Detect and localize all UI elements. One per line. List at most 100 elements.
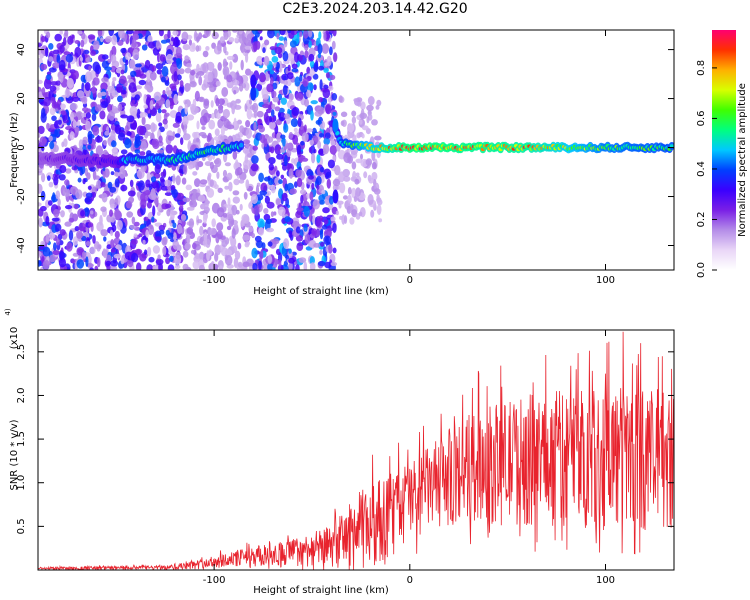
- colorbar-tick-label: 0.4: [696, 161, 707, 177]
- heatmap-cell: [45, 215, 50, 226]
- heatmap-cell: [311, 228, 317, 236]
- heatmap-cell: [136, 168, 145, 179]
- heatmap-cell: [228, 37, 235, 43]
- heatmap-cell: [48, 232, 56, 240]
- heatmap-cell: [40, 240, 46, 246]
- heatmap-cell: [319, 166, 325, 173]
- plot2-xtick-label: 0: [407, 575, 413, 586]
- heatmap-cell: [166, 90, 173, 95]
- heatmap-cell: [198, 264, 205, 270]
- heatmap-cell: [96, 257, 101, 268]
- heatmap-cell: [283, 238, 290, 250]
- heatmap-cell: [192, 242, 197, 250]
- heatmap-cell: [100, 91, 107, 97]
- heatmap-cell: [233, 90, 237, 95]
- heatmap-cell: [308, 147, 312, 153]
- heatmap-cell: [273, 211, 277, 216]
- heatmap-cell: [125, 201, 133, 209]
- heatmap-cell: [216, 171, 220, 179]
- heatmap-cell: [51, 115, 57, 122]
- heatmap-cell: [295, 235, 303, 242]
- heatmap-cell: [182, 250, 189, 258]
- heatmap-cell: [85, 192, 93, 198]
- heatmap-cell: [295, 169, 302, 178]
- heatmap-cell: [249, 99, 252, 105]
- heatmap-cell: [188, 164, 194, 170]
- heatmap-cell: [224, 254, 233, 266]
- heatmap-cell: [258, 227, 265, 236]
- heatmap-cell: [143, 216, 149, 222]
- heatmap-cell: [321, 189, 326, 195]
- heatmap-cell: [100, 37, 104, 43]
- heatmap-cell: [202, 212, 208, 224]
- heatmap-cell: [296, 242, 304, 251]
- heatmap-cell: [209, 179, 214, 187]
- heatmap-cell: [322, 207, 330, 214]
- heatmap-cell: [38, 183, 43, 194]
- heatmap-cell: [158, 262, 163, 270]
- heatmap-cell: [86, 172, 91, 180]
- heatmap-cell: [243, 159, 251, 170]
- heatmap-cell: [72, 188, 76, 196]
- heatmap-cell: [312, 73, 319, 80]
- heatmap-cell: [303, 224, 308, 232]
- heatmap-cell: [239, 83, 244, 92]
- heatmap-cell: [126, 115, 135, 123]
- heatmap-cell: [113, 253, 122, 259]
- heatmap-cell: [266, 83, 274, 93]
- heatmap-cell: [172, 222, 177, 229]
- heatmap-cell: [140, 193, 146, 202]
- heatmap-cell: [287, 64, 291, 72]
- heatmap-cell: [39, 53, 44, 59]
- heatmap-cell: [120, 89, 127, 95]
- heatmap-cell: [278, 179, 283, 185]
- heatmap-cell: [139, 253, 147, 262]
- heatmap-cell: [42, 246, 51, 257]
- heatmap-cell: [217, 62, 222, 71]
- heatmap-cell: [318, 215, 324, 222]
- heatmap-cell: [174, 133, 181, 138]
- heatmap-cell: [161, 66, 169, 77]
- heatmap-cell: [155, 62, 164, 70]
- heatmap-cell: [323, 235, 332, 245]
- heatmap-cell: [125, 52, 132, 61]
- heatmap-cell: [154, 236, 162, 242]
- heatmap-cell: [111, 45, 117, 57]
- heatmap-cell: [95, 184, 99, 189]
- heatmap-cell: [116, 83, 123, 93]
- heatmap-cell: [265, 218, 272, 224]
- heatmap-cell: [221, 239, 228, 248]
- heatmap-cell: [80, 210, 85, 217]
- heatmap-cell: [324, 62, 329, 67]
- heatmap-cell: [59, 165, 67, 174]
- heatmap-cell: [156, 182, 160, 193]
- heatmap-cell: [360, 101, 366, 110]
- heatmap-cell: [287, 30, 292, 34]
- heatmap-cell: [256, 55, 263, 65]
- heatmap-cell: [288, 248, 292, 254]
- heatmap-cell: [252, 145, 258, 151]
- heatmap-cell: [298, 55, 304, 61]
- heatmap-cell: [184, 83, 190, 93]
- heatmap-cell: [186, 233, 191, 245]
- heatmap-cell: [140, 140, 147, 151]
- heatmap-cell: [72, 120, 77, 128]
- heatmap-cell: [311, 152, 316, 164]
- heatmap-cell: [52, 144, 59, 153]
- heatmap-cell: [198, 251, 205, 261]
- heatmap-cell: [56, 53, 61, 65]
- heatmap-cell: [100, 206, 107, 212]
- heatmap-cell: [129, 59, 135, 69]
- heatmap-cell: [150, 176, 157, 183]
- heatmap-cell: [356, 101, 362, 107]
- heatmap-cell: [320, 241, 325, 247]
- colorbar: [712, 30, 736, 270]
- heatmap-cell: [196, 71, 205, 76]
- heatmap-cell: [214, 264, 218, 270]
- heatmap-cell: [134, 248, 143, 255]
- heatmap-cell: [252, 262, 258, 270]
- heatmap-cell: [370, 209, 375, 218]
- plot1-xtick-label: -100: [203, 275, 226, 286]
- heatmap-cell: [85, 256, 89, 267]
